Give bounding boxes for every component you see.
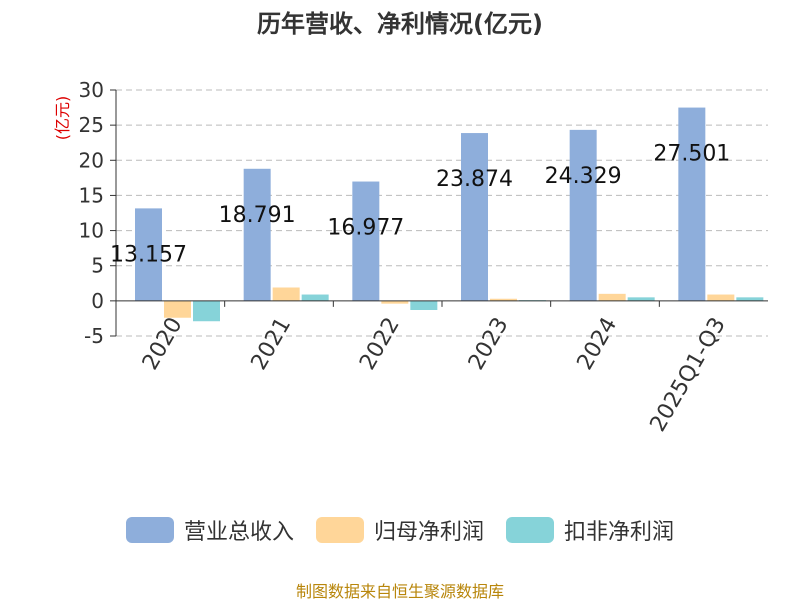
bar-扣非净利润-2025Q1-Q3 bbox=[736, 297, 764, 301]
legend-item[interactable]: 营业总收入 bbox=[125, 514, 294, 546]
x-tick-label: 2021 bbox=[247, 313, 297, 374]
bar-归母净利润-2025Q1-Q3 bbox=[707, 294, 735, 301]
y-tick-label: 30 bbox=[79, 78, 104, 102]
data-label: 24.329 bbox=[545, 164, 622, 189]
legend-swatch bbox=[125, 517, 174, 543]
data-source: 制图数据来自恒生聚源数据库 bbox=[295, 582, 504, 601]
legend-label: 扣非净利润 bbox=[564, 520, 675, 545]
bar-归母净利润-2020 bbox=[164, 300, 191, 318]
data-label: 23.874 bbox=[436, 167, 513, 192]
bar-归母净利润-2022 bbox=[381, 300, 409, 304]
x-tick-label: 2025Q1-Q3 bbox=[646, 313, 731, 436]
bar-归母净利润-2024 bbox=[598, 293, 626, 301]
data-label: 18.791 bbox=[219, 203, 296, 228]
grid-lines bbox=[116, 89, 768, 337]
y-tick-label: 10 bbox=[79, 219, 104, 243]
x-tick-label: 2022 bbox=[355, 313, 405, 374]
x-tick-label: 2020 bbox=[138, 313, 188, 374]
bar-扣非净利润-2024 bbox=[627, 297, 655, 301]
bar-营业总收入-2025Q1-Q3 bbox=[678, 107, 706, 301]
data-label: 13.157 bbox=[110, 242, 187, 267]
bar-扣非净利润-2020 bbox=[193, 300, 220, 322]
bar-营业总收入-2020 bbox=[135, 208, 162, 301]
legend: 营业总收入 归母净利润 扣非净利润 bbox=[0, 514, 800, 546]
y-tick-label: 0 bbox=[91, 289, 104, 313]
y-tick-label: -5 bbox=[84, 324, 104, 348]
bar-扣非净利润-2022 bbox=[410, 300, 438, 310]
legend-item[interactable]: 扣非净利润 bbox=[506, 514, 674, 546]
data-label: 16.977 bbox=[327, 216, 404, 241]
x-tick-label: 2024 bbox=[573, 313, 623, 374]
y-tick-label: 15 bbox=[79, 183, 104, 207]
y-tick-label: 25 bbox=[79, 113, 104, 137]
data-label: 27.501 bbox=[653, 142, 730, 167]
legend-swatch bbox=[506, 517, 554, 543]
legend-item[interactable]: 归母净利润 bbox=[315, 514, 484, 546]
y-axis-label: (亿元) bbox=[53, 96, 72, 141]
bar-归母净利润-2021 bbox=[272, 287, 300, 301]
legend-label: 归母净利润 bbox=[373, 520, 484, 545]
bar-营业总收入-2021 bbox=[243, 168, 271, 301]
x-tick-label: 2023 bbox=[464, 313, 514, 374]
bar-chart: -5 0 5 10 15 20 25 30 2020 2021 2022 2023 2024 2025Q1… bbox=[53, 78, 768, 436]
y-tick-label: 5 bbox=[91, 254, 104, 278]
legend-swatch bbox=[315, 517, 364, 543]
bar-营业总收入-2024 bbox=[569, 129, 597, 301]
legend-label: 营业总收入 bbox=[183, 520, 294, 545]
data-labels: 13.157 18.791 16.977 23.874 24.329 27.501 bbox=[110, 142, 730, 268]
bar-扣非净利润-2021 bbox=[301, 294, 329, 301]
bar-营业总收入-2022 bbox=[352, 181, 380, 301]
bar-营业总收入-2023 bbox=[461, 133, 488, 301]
bars bbox=[135, 107, 764, 322]
y-tick-label: 20 bbox=[79, 148, 104, 172]
bar-归母净利润-2023 bbox=[490, 298, 517, 301]
chart-title: 历年营收、净利情况(亿元) bbox=[257, 10, 543, 38]
